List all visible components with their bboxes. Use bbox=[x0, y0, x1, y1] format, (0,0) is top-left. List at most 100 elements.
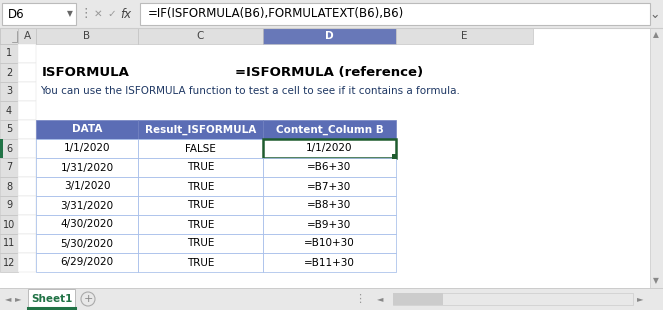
FancyBboxPatch shape bbox=[36, 253, 138, 272]
Text: TRUE: TRUE bbox=[187, 201, 214, 210]
Text: ISFORMULA: ISFORMULA bbox=[42, 66, 130, 79]
FancyBboxPatch shape bbox=[0, 234, 18, 253]
FancyBboxPatch shape bbox=[0, 101, 18, 120]
Text: 10: 10 bbox=[3, 219, 15, 229]
FancyBboxPatch shape bbox=[140, 3, 650, 25]
FancyBboxPatch shape bbox=[2, 3, 76, 25]
Text: 7: 7 bbox=[6, 162, 12, 172]
FancyBboxPatch shape bbox=[392, 154, 397, 159]
FancyBboxPatch shape bbox=[138, 234, 263, 253]
FancyBboxPatch shape bbox=[36, 158, 138, 177]
FancyBboxPatch shape bbox=[138, 139, 263, 158]
Text: 5: 5 bbox=[6, 125, 12, 135]
Text: =B10+30: =B10+30 bbox=[304, 238, 355, 249]
FancyBboxPatch shape bbox=[18, 177, 36, 196]
FancyBboxPatch shape bbox=[0, 44, 18, 63]
FancyBboxPatch shape bbox=[0, 63, 18, 82]
Text: TRUE: TRUE bbox=[187, 219, 214, 229]
Text: C: C bbox=[197, 31, 204, 41]
Text: TRUE: TRUE bbox=[187, 258, 214, 268]
Text: Content_Column B: Content_Column B bbox=[276, 124, 383, 135]
Text: ►: ► bbox=[636, 294, 643, 303]
Text: 4: 4 bbox=[6, 105, 12, 116]
FancyBboxPatch shape bbox=[0, 139, 3, 158]
Text: 3/1/2020: 3/1/2020 bbox=[64, 181, 110, 192]
Text: E: E bbox=[461, 31, 468, 41]
FancyBboxPatch shape bbox=[18, 82, 36, 101]
Text: 4/30/2020: 4/30/2020 bbox=[60, 219, 113, 229]
Text: 1/1/2020: 1/1/2020 bbox=[306, 144, 353, 153]
FancyBboxPatch shape bbox=[138, 253, 263, 272]
Text: ►: ► bbox=[15, 294, 21, 303]
FancyBboxPatch shape bbox=[18, 196, 36, 215]
FancyBboxPatch shape bbox=[138, 177, 263, 196]
Text: ✕: ✕ bbox=[93, 9, 102, 19]
Text: 8: 8 bbox=[6, 181, 12, 192]
Text: ▼: ▼ bbox=[653, 277, 659, 286]
Text: =B9+30: =B9+30 bbox=[308, 219, 351, 229]
FancyBboxPatch shape bbox=[263, 158, 396, 177]
FancyBboxPatch shape bbox=[0, 177, 18, 196]
FancyBboxPatch shape bbox=[0, 0, 663, 28]
Text: 6/29/2020: 6/29/2020 bbox=[60, 258, 113, 268]
FancyBboxPatch shape bbox=[0, 139, 18, 158]
FancyBboxPatch shape bbox=[0, 28, 18, 44]
FancyBboxPatch shape bbox=[36, 215, 138, 234]
FancyBboxPatch shape bbox=[0, 28, 18, 44]
FancyBboxPatch shape bbox=[18, 28, 36, 44]
Text: =B11+30: =B11+30 bbox=[304, 258, 355, 268]
Text: 12: 12 bbox=[3, 258, 15, 268]
FancyBboxPatch shape bbox=[138, 120, 263, 139]
Text: ◄: ◄ bbox=[5, 294, 11, 303]
Text: 1: 1 bbox=[6, 48, 12, 59]
Text: =B7+30: =B7+30 bbox=[308, 181, 351, 192]
FancyBboxPatch shape bbox=[36, 196, 138, 215]
Text: fx: fx bbox=[121, 7, 131, 20]
Text: ⌄: ⌄ bbox=[650, 7, 660, 20]
Text: ⋮: ⋮ bbox=[355, 294, 365, 304]
Text: +: + bbox=[84, 294, 93, 304]
Text: You can use the ISFORMULA function to test a cell to see if it contains a formul: You can use the ISFORMULA function to te… bbox=[40, 86, 460, 96]
Text: 9: 9 bbox=[6, 201, 12, 210]
FancyBboxPatch shape bbox=[18, 158, 36, 177]
FancyBboxPatch shape bbox=[393, 293, 633, 305]
FancyBboxPatch shape bbox=[0, 28, 650, 290]
FancyBboxPatch shape bbox=[396, 28, 533, 44]
FancyBboxPatch shape bbox=[0, 158, 18, 177]
FancyBboxPatch shape bbox=[138, 215, 263, 234]
FancyBboxPatch shape bbox=[650, 28, 663, 288]
FancyBboxPatch shape bbox=[18, 120, 36, 139]
Text: B: B bbox=[84, 31, 91, 41]
FancyBboxPatch shape bbox=[263, 215, 396, 234]
FancyBboxPatch shape bbox=[18, 101, 36, 120]
Text: Result_ISFORMULA: Result_ISFORMULA bbox=[145, 124, 256, 135]
Text: 3: 3 bbox=[6, 86, 12, 96]
Text: TRUE: TRUE bbox=[187, 181, 214, 192]
Text: =B8+30: =B8+30 bbox=[308, 201, 351, 210]
FancyBboxPatch shape bbox=[263, 120, 396, 139]
Text: ▲: ▲ bbox=[653, 30, 659, 39]
Text: TRUE: TRUE bbox=[187, 238, 214, 249]
Text: D: D bbox=[325, 31, 333, 41]
FancyBboxPatch shape bbox=[0, 215, 18, 234]
FancyBboxPatch shape bbox=[0, 120, 18, 139]
Text: 6: 6 bbox=[6, 144, 12, 153]
FancyBboxPatch shape bbox=[138, 158, 263, 177]
FancyBboxPatch shape bbox=[263, 253, 396, 272]
FancyBboxPatch shape bbox=[36, 139, 138, 158]
FancyBboxPatch shape bbox=[18, 139, 36, 158]
FancyBboxPatch shape bbox=[36, 177, 138, 196]
Text: ⋮: ⋮ bbox=[80, 7, 92, 20]
Text: 1/1/2020: 1/1/2020 bbox=[64, 144, 110, 153]
Text: 3/31/2020: 3/31/2020 bbox=[60, 201, 113, 210]
FancyBboxPatch shape bbox=[36, 28, 138, 44]
FancyBboxPatch shape bbox=[0, 196, 18, 215]
Text: 11: 11 bbox=[3, 238, 15, 249]
Text: ✓: ✓ bbox=[107, 9, 117, 19]
Text: 2: 2 bbox=[6, 68, 12, 78]
FancyBboxPatch shape bbox=[263, 196, 396, 215]
FancyBboxPatch shape bbox=[0, 82, 18, 101]
Text: FALSE: FALSE bbox=[185, 144, 216, 153]
Text: =ISFORMULA (reference): =ISFORMULA (reference) bbox=[235, 66, 424, 79]
Text: D6: D6 bbox=[8, 7, 25, 20]
